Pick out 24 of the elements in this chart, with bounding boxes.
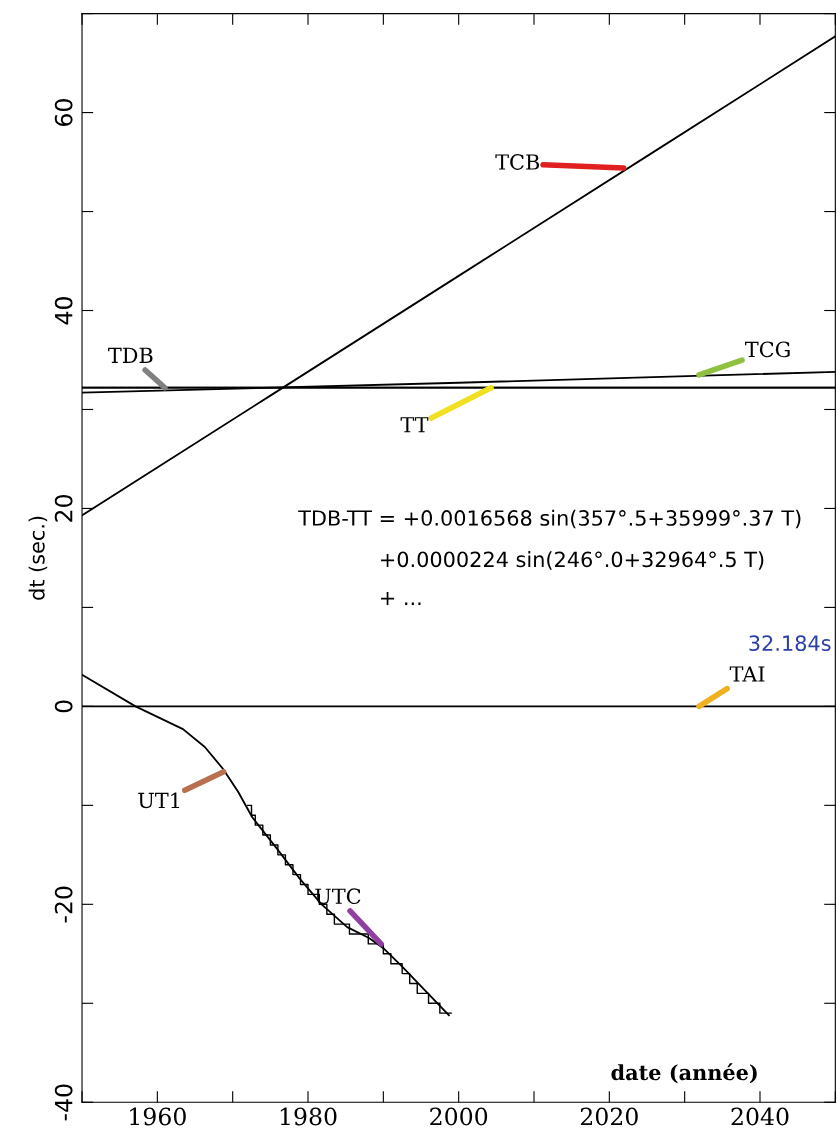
y-tick-label: 0 [54,700,73,713]
y-tick-label: 20 [54,494,73,522]
y-axis-title: dt (sec.) [28,516,48,600]
x-tick-label: 2000 [430,1107,488,1126]
annotation: TCG [745,341,790,358]
annotation: TDB [108,347,153,363]
annotation: UT1 [138,792,180,809]
x-axis-title: date (année) [611,1063,757,1084]
x-tick-label: 2020 [580,1107,638,1126]
annotation: TCB [495,154,540,170]
x-tick-label: 2040 [731,1107,789,1126]
annotation: TDB-TT = +0.0016568 sin(357°.5+35999°.37 T) [298,509,801,529]
annotation: TAI [729,666,765,682]
annotation: +0.0000224 sin(246°.0+32964°.5 T) [381,551,764,570]
annotation: TT [400,417,429,433]
y-tick-label: -20 [54,886,73,923]
y-tick-label: 40 [54,297,73,325]
x-tick-label: 1960 [130,1107,186,1126]
annotation: 32.184s [749,635,831,652]
annotation: + ... [381,591,421,606]
y-tick-label: 60 [54,99,73,126]
annotation: UTC [315,888,361,905]
y-tick-label: -40 [54,1084,73,1121]
x-tick-label: 1980 [280,1107,337,1126]
